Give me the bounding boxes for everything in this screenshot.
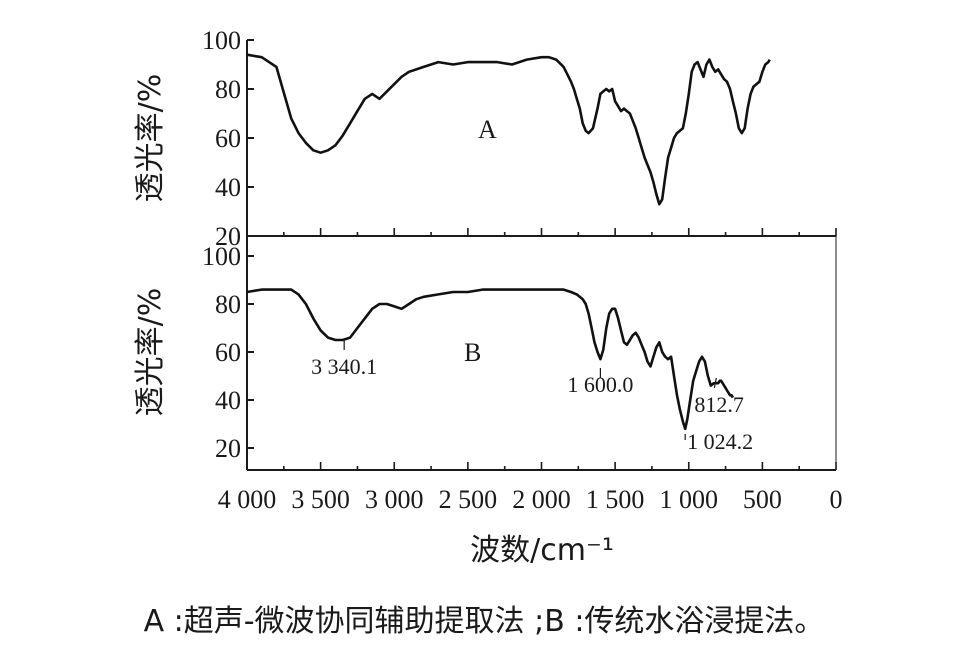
y-tick-label: 100: [202, 26, 241, 55]
x-tick-label: 500: [743, 485, 782, 514]
panel-a-y-axis-label: 透光率/%: [133, 74, 168, 203]
y-tick-label: 40: [215, 386, 241, 415]
panel-b-y-axis-label: 透光率/%: [133, 288, 168, 417]
x-tick-label: 1 500: [586, 485, 645, 514]
y-tick-label: 100: [202, 242, 241, 271]
x-tick-label: 3 000: [365, 485, 424, 514]
panel-b-x-ticks: [246, 462, 837, 470]
ftir-figure: 100 80 60 40 20 A 透光率/% 100 80 60 40 20 4 000 3 5…: [133, 26, 843, 568]
x-tick-label: 1 000: [660, 485, 719, 514]
panel-a: 100 80 60 40 20 A 透光率/%: [133, 26, 837, 251]
panel-b-x-tick-labels: 4 000 3 500 3 000 2 500 2 000 1 500 1 000 500 0: [218, 485, 843, 514]
y-tick-label: 40: [215, 173, 241, 202]
x-tick-label: 3 500: [291, 485, 350, 514]
figure-caption: A :超声-微波协同辅助提取法 ;B :传统水浴浸提法。: [143, 604, 825, 639]
panel-a-label: A: [478, 115, 497, 144]
x-tick-label: 0: [830, 485, 843, 514]
panel-b-y-tick-labels: 100 80 60 40 20: [202, 242, 241, 463]
annotation-label: 3 340.1: [311, 354, 377, 379]
y-tick-label: 20: [215, 222, 241, 251]
panel-b-y-ticks: [247, 255, 254, 449]
y-tick-label: 20: [215, 434, 241, 463]
panel-b-label: B: [464, 338, 481, 367]
y-tick-label: 80: [215, 290, 241, 319]
x-tick-label: 2 000: [512, 485, 571, 514]
x-axis-label: 波数/cm⁻¹: [470, 533, 614, 568]
panel-b: 100 80 60 40 20 4 000 3 500 3 000 2 500 2 000 1 5…: [133, 236, 843, 568]
panel-a-x-ticks: [246, 228, 837, 236]
panel-b-spectrum-line: [246, 288, 735, 431]
y-tick-label: 60: [215, 338, 241, 367]
y-tick-label: 60: [215, 124, 241, 153]
annotation-label: 812.7: [694, 392, 744, 417]
annotation-label: 1 024.2: [687, 429, 753, 454]
x-tick-label: 4 000: [218, 485, 277, 514]
panel-a-y-ticks: [247, 39, 254, 237]
annotation-leader: [713, 377, 717, 389]
y-tick-label: 80: [215, 75, 241, 104]
annotation-label: 1 600.0: [567, 372, 633, 397]
panel-b-peak-annotations: 3 340.1 1 600.0 812.7 1 024.2: [311, 340, 753, 454]
x-tick-label: 2 500: [439, 485, 498, 514]
panel-a-spectrum-line: [246, 53, 771, 206]
panel-a-y-tick-labels: 100 80 60 40 20: [202, 26, 241, 251]
